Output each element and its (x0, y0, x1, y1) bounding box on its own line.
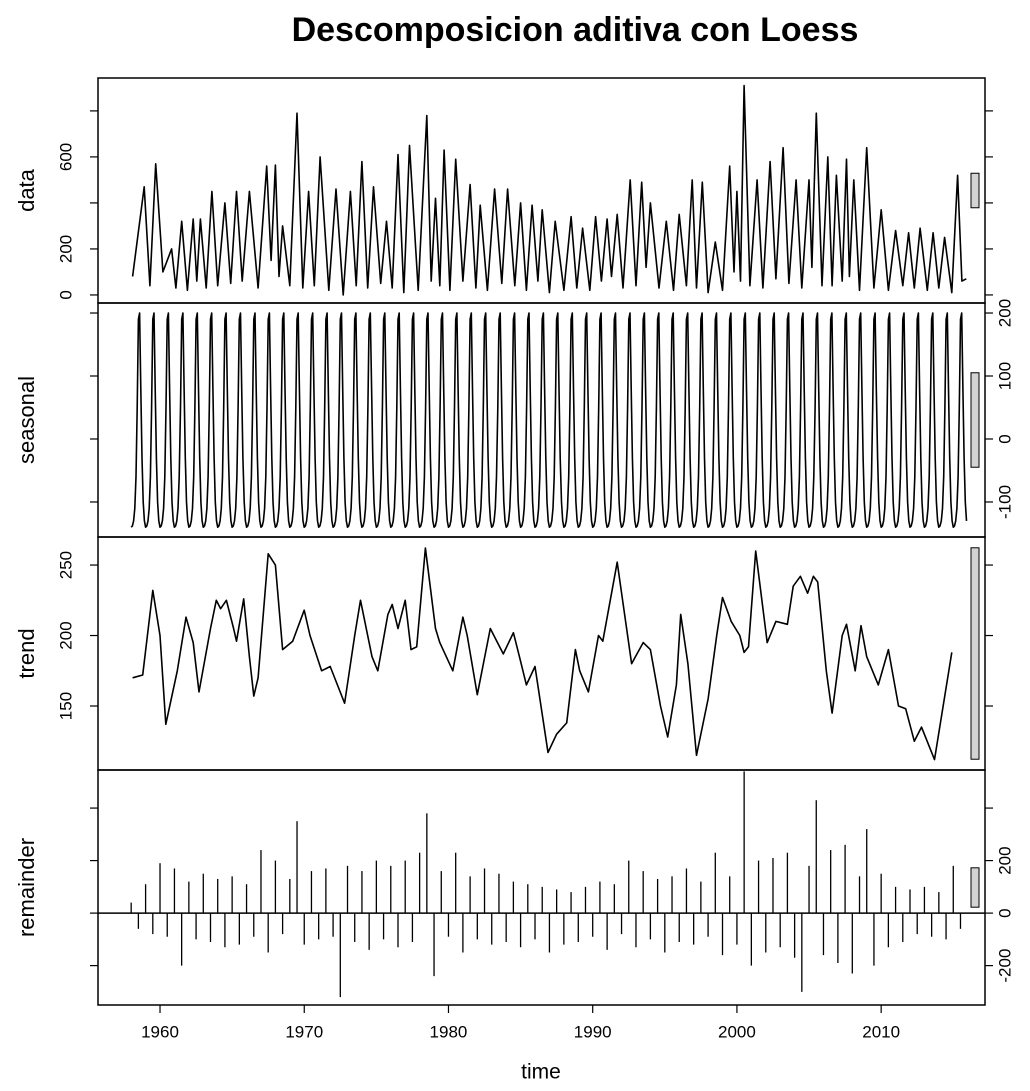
scale-bar (970, 372, 980, 468)
y-tick-label: 200 (56, 235, 75, 263)
chart-title: Descomposicion aditiva con Loess (292, 11, 859, 49)
y-tick-label: 200 (995, 299, 1014, 327)
y-axis-label: seasonal (14, 376, 39, 464)
scale-bar (970, 867, 980, 908)
x-tick-label: 1960 (141, 1022, 179, 1041)
y-tick-label: 200 (995, 846, 1014, 874)
series-line (131, 84, 967, 296)
x-tick-label: 2000 (718, 1022, 756, 1041)
y-axis-label: trend (14, 628, 39, 678)
y-tick-label: 600 (56, 143, 75, 171)
y-tick-label: 0 (995, 434, 1014, 443)
series-line (130, 312, 968, 528)
x-axis-label: time (521, 1061, 561, 1084)
y-axis-label: data (14, 168, 39, 212)
series-line (132, 547, 953, 761)
x-tick-label: 1990 (574, 1022, 612, 1041)
y-tick-label: 0 (56, 290, 75, 299)
y-axis-label: remainder (14, 838, 39, 937)
y-tick-label: 200 (56, 621, 75, 649)
y-tick-label: 250 (56, 551, 75, 579)
y-tick-label: 100 (995, 362, 1014, 390)
y-tick-label: 0 (995, 908, 1014, 917)
x-tick-label: 1980 (430, 1022, 468, 1041)
scale-bar (970, 172, 980, 209)
y-tick-label: -200 (995, 949, 1014, 983)
y-tick-label: 150 (56, 692, 75, 720)
x-tick-label: 2010 (862, 1022, 900, 1041)
x-tick-label: 1970 (285, 1022, 323, 1041)
y-tick-label: -100 (995, 485, 1014, 519)
scale-bar (970, 547, 980, 760)
panel-frame (97, 769, 986, 1006)
